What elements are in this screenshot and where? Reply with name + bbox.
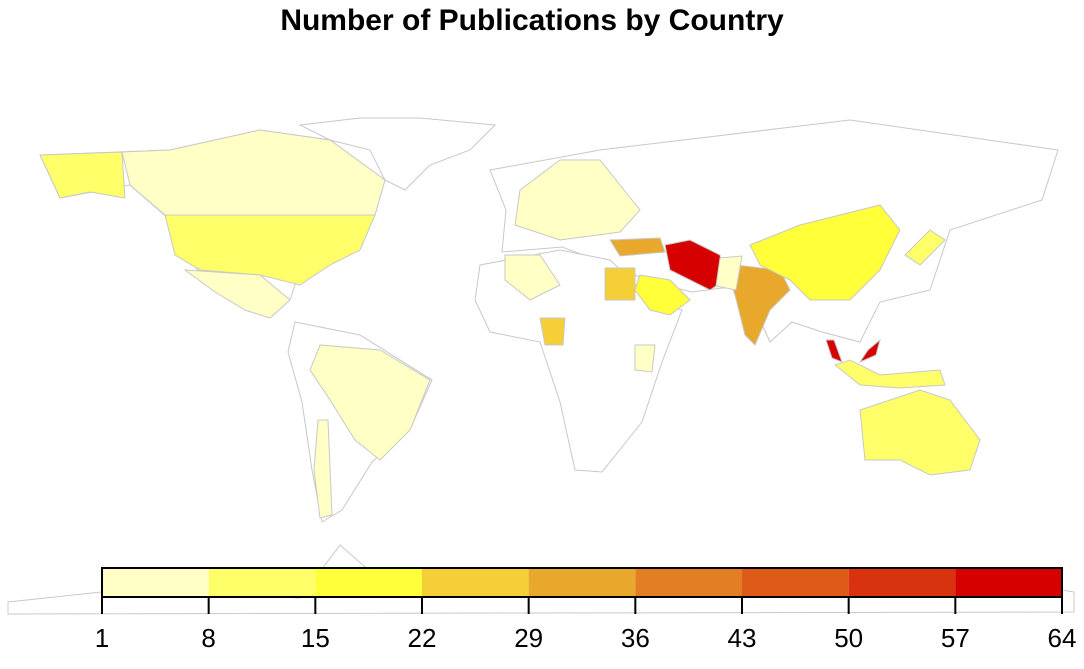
colorbar-bin bbox=[102, 568, 209, 597]
tick-label: 36 bbox=[621, 623, 650, 653]
colorbar: 1 8 15 22 29 36 43 50 57 64 bbox=[95, 567, 1077, 653]
countries bbox=[39, 129, 981, 519]
colorbar-bin bbox=[315, 568, 422, 597]
country bbox=[833, 359, 946, 389]
colorbar-bin bbox=[955, 568, 1062, 597]
country bbox=[539, 317, 566, 346]
country bbox=[749, 204, 901, 301]
country bbox=[715, 255, 743, 291]
country bbox=[825, 338, 881, 364]
tick-label: 29 bbox=[514, 623, 543, 653]
country bbox=[183, 269, 291, 319]
colorbar-bin bbox=[208, 568, 316, 597]
map-title: Number of Publications by Country bbox=[280, 4, 784, 37]
tick-label: 64 bbox=[1048, 623, 1077, 653]
country bbox=[313, 419, 333, 519]
tick-label: 43 bbox=[728, 623, 757, 653]
colorbar-frame bbox=[101, 567, 1063, 598]
tick-label: 57 bbox=[941, 623, 970, 653]
country bbox=[859, 389, 981, 476]
africa bbox=[474, 249, 683, 473]
country bbox=[504, 254, 561, 301]
colorbar-bin bbox=[422, 568, 529, 597]
tick-label: 50 bbox=[834, 623, 863, 653]
colorbar-bin bbox=[742, 568, 849, 597]
country bbox=[39, 151, 376, 286]
tick-label: 22 bbox=[408, 623, 437, 653]
tick-label: 1 bbox=[95, 623, 109, 653]
country bbox=[604, 267, 636, 301]
colorbar-bin bbox=[635, 568, 742, 597]
country bbox=[609, 237, 666, 257]
country bbox=[121, 129, 386, 216]
colorbar-bin bbox=[848, 568, 956, 597]
tick-label: 15 bbox=[301, 623, 330, 653]
country bbox=[634, 344, 656, 373]
country bbox=[904, 229, 946, 266]
tick-label: 8 bbox=[201, 623, 215, 653]
colorbar-bin bbox=[528, 568, 636, 597]
country bbox=[514, 159, 641, 241]
greenland bbox=[298, 117, 497, 191]
country bbox=[309, 344, 431, 461]
